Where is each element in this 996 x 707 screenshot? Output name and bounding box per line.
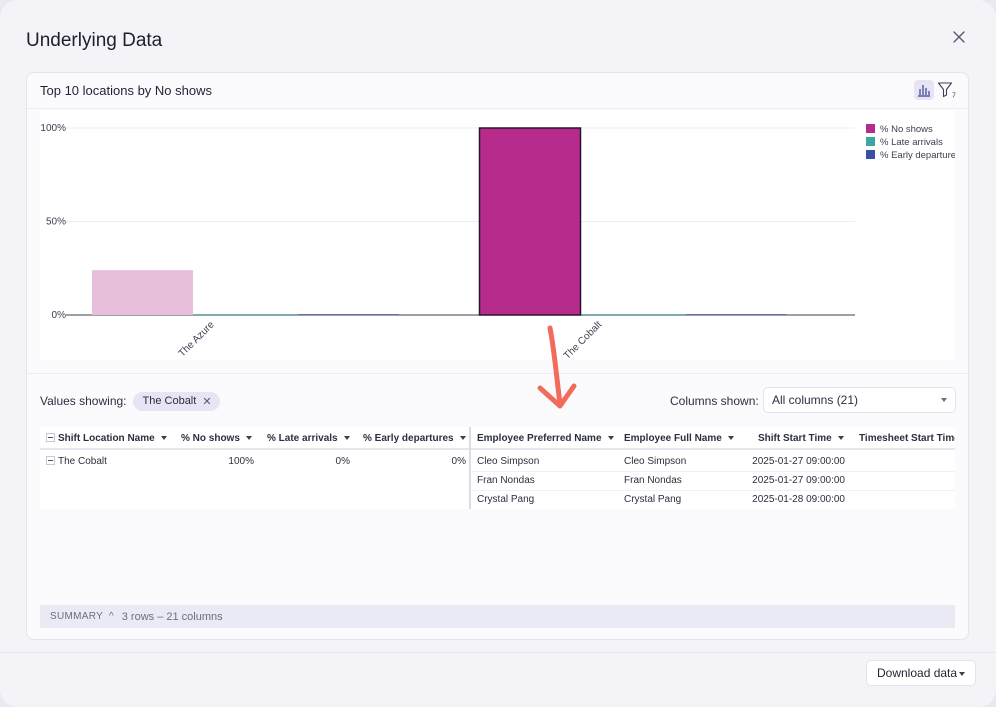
detail-table-header: Employee Preferred Name Employee Full Na… [471,427,955,450]
sort-icon [160,436,167,441]
chevron-down-icon [941,398,947,402]
sort-icon [837,436,844,441]
cell-full-name: Fran Nondas [624,475,682,486]
pinned-table-header: Shift Location Name % No shows % Late ar… [40,427,470,450]
legend-label: % Early departures [880,150,955,161]
legend-swatch [866,137,875,146]
header-timesheet-start[interactable]: Timesheet Start Time [859,433,955,444]
sort-icon [459,436,466,441]
pinned-table: Shift Location Name % No shows % Late ar… [40,427,470,509]
cell-full-name: Cleo Simpson [624,456,687,467]
bar-noshows[interactable] [92,270,193,315]
summary-bar: SUMMARY ^ 3 rows – 21 columns [40,605,955,628]
chart-card: Top 10 locations by No shows 7 0% 50% 100%… [26,72,969,640]
x-tick-label: The Azure [177,319,217,359]
bar-earlydepartures[interactable] [298,314,399,315]
filter-icon: 7 [937,82,956,100]
cell-preferred-name: Fran Nondas [477,475,535,486]
y-tick-label: 50% [46,217,66,228]
y-tick-label: 100% [40,123,66,134]
bar-latearrivals[interactable] [195,314,296,315]
filter-count: 7 [952,93,956,100]
y-tick-label: 0% [52,310,67,321]
detail-table: Employee Preferred Name Employee Full Na… [471,427,955,509]
summary-label[interactable]: SUMMARY [50,611,104,622]
legend-label: % No shows [880,124,933,135]
header-shift-start[interactable]: Shift Start Time [758,427,844,450]
footer-divider [0,652,996,653]
header-preferred-name[interactable]: Employee Preferred Name [477,427,614,450]
close-icon [953,31,965,43]
pinned-column-divider[interactable] [469,427,471,509]
modal-title: Underlying Data [26,30,163,51]
cell-preferred-name: Cleo Simpson [477,456,540,467]
cell-late: 0% [335,456,350,467]
value-chip[interactable]: The Cobalt ✕ [132,391,220,411]
card-header: Top 10 locations by No shows 7 [27,73,968,109]
legend-swatch [866,150,875,159]
chart-area: 0% 50% 100% The Azure The Cobalt% No shows% … [40,110,961,362]
download-data-button[interactable]: Download data [866,660,976,686]
close-button[interactable] [948,26,970,48]
legend-swatch [866,124,875,133]
bar-chart-icon [918,85,930,97]
cell-shift-start: 2025-01-27 09:00:00 [752,475,845,486]
cell-preferred-name: Crystal Pang [477,494,535,505]
sort-icon [727,436,734,441]
bar-earlydepartures[interactable] [685,314,787,315]
legend-label: % Late arrivals [880,137,943,148]
value-chip-label: The Cobalt [142,395,197,407]
card-title: Top 10 locations by No shows [40,83,212,98]
section-divider [27,373,968,374]
filter-button[interactable]: 7 [937,80,957,100]
header-shift-location[interactable]: Shift Location Name [58,427,167,450]
cell-early: 0% [451,456,466,467]
header-late-arrivals[interactable]: % Late arrivals [267,427,350,450]
sort-icon [343,436,350,441]
curved-down-arrow-icon [537,325,577,409]
download-data-label: Download data [877,666,958,680]
columns-select-value: All columns (21) [772,393,859,407]
row-divider [471,471,955,472]
sort-icon [245,436,252,441]
chevron-down-icon [959,672,965,676]
cell-full-name: Crystal Pang [624,494,682,505]
header-early-departures[interactable]: % Early departures [363,427,466,450]
columns-select[interactable]: All columns (21) [763,387,956,413]
collapse-all-icon[interactable] [46,433,55,442]
columns-shown-label: Columns shown: [670,394,759,408]
cell-location: The Cobalt [58,456,107,467]
values-showing-label: Values showing: [40,394,127,408]
chip-remove-icon[interactable]: ✕ [202,395,212,408]
cell-no-shows: 100% [228,456,254,467]
sort-icon [607,436,614,441]
collapse-row-icon[interactable] [46,456,55,465]
bar-chart: 0%50%100%The Azure The Cobalt% No shows% … [40,123,961,362]
data-table: Shift Location Name % No shows % Late ar… [40,427,955,509]
cell-shift-start: 2025-01-27 09:00:00 [752,456,845,467]
bar-latearrivals[interactable] [582,314,684,315]
bar-noshows[interactable] [478,127,582,316]
chart-view-button[interactable] [914,80,934,100]
header-no-shows[interactable]: % No shows [181,427,252,450]
chevron-up-icon[interactable]: ^ [109,611,114,622]
values-showing: Values showing: The Cobalt ✕ [40,391,220,411]
summary-text: 3 rows – 21 columns [121,610,223,623]
row-divider [471,490,955,491]
header-full-name[interactable]: Employee Full Name [624,427,734,450]
cell-shift-start: 2025-01-28 09:00:00 [752,494,845,505]
